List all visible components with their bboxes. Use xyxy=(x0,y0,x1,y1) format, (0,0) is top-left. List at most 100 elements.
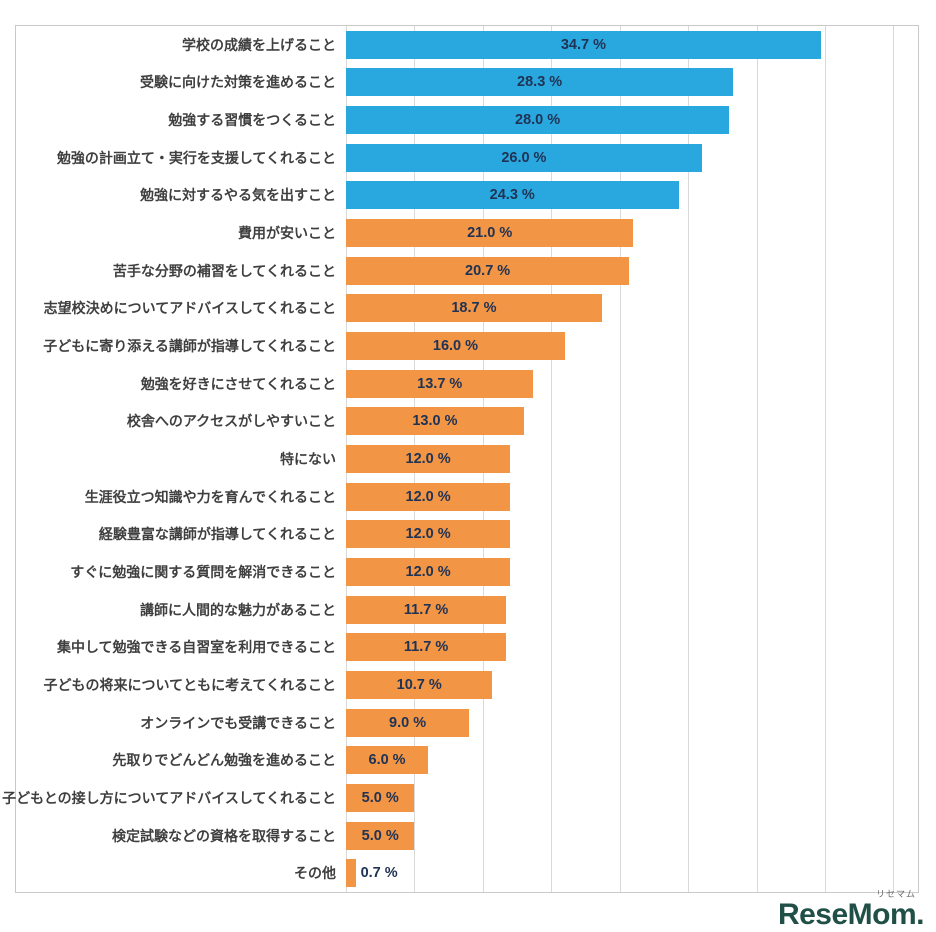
chart-row: 集中して勉強できる自習室を利用できること 11.7 % xyxy=(16,629,918,667)
bar-area: 5.0 % xyxy=(346,817,918,855)
bar-value-label: 12.0 % xyxy=(405,451,451,468)
bar-area: 16.0 % xyxy=(346,327,918,365)
bar xyxy=(346,595,507,624)
bar-value-label: 34.7 % xyxy=(560,36,606,53)
bar-area: 18.7 % xyxy=(346,290,918,328)
bar-area: 0.7 % xyxy=(346,854,918,892)
bar xyxy=(346,294,602,323)
category-label: 勉強を好きにさせてくれること xyxy=(140,375,336,392)
logo-text: ReseMom. xyxy=(777,898,925,931)
bar-area: 13.0 % xyxy=(346,403,918,441)
bar xyxy=(346,859,356,888)
bar-value-label: 12.0 % xyxy=(405,526,451,543)
bar xyxy=(346,219,634,248)
chart-row: オンラインでも受講できること 9.0 % xyxy=(16,704,918,742)
bar-value-label: 11.7 % xyxy=(403,601,449,618)
category-label: その他 xyxy=(294,865,336,882)
category-label: 生涯役立つ知識や力を育んでくれること xyxy=(84,488,336,505)
bar-chart: 学校の成績を上げること 34.7 % 受験に向けた対策を進めること 28.3 % 勉強す… xyxy=(2,25,919,893)
category-label: オンラインでも受講できること xyxy=(140,714,336,731)
chart-row: 勉強する習慣をつくること 28.0 % xyxy=(16,101,918,139)
bar xyxy=(346,783,415,812)
category-label: 子どもの将来についてともに考えてくれること xyxy=(43,676,336,693)
bar xyxy=(346,670,493,699)
chart-row: 経験豊富な講師が指導してくれること 12.0 % xyxy=(16,516,918,554)
chart-row: 勉強の計画立て・実行を支援してくれること 26.0 % xyxy=(16,139,918,177)
resemom-logo: リセマム ReseMom. xyxy=(777,889,925,931)
bar-value-label: 5.0 % xyxy=(361,789,399,806)
bar-area: 12.0 % xyxy=(346,553,918,591)
chart-row: 勉強を好きにさせてくれること 13.7 % xyxy=(16,365,918,403)
bar xyxy=(346,143,702,172)
category-label: 集中して勉強できる自習室を利用できること xyxy=(56,639,336,656)
bar xyxy=(346,30,821,59)
chart-row: 子どもとの接し方についてアドバイスしてくれること 5.0 % xyxy=(2,779,918,817)
bar-value-label: 0.7 % xyxy=(360,865,398,882)
chart-row: 学校の成績を上げること 34.7 % xyxy=(16,26,918,64)
category-label: 子どもとの接し方についてアドバイスしてくれること xyxy=(2,789,336,806)
category-label: 費用が安いこと xyxy=(238,225,336,242)
bar-area: 6.0 % xyxy=(346,741,918,779)
bar xyxy=(346,369,534,398)
chart-row: 子どもに寄り添える講師が指導してくれること 16.0 % xyxy=(16,327,918,365)
bar-area: 9.0 % xyxy=(346,704,918,742)
bar-area: 11.7 % xyxy=(346,629,918,667)
bar xyxy=(346,332,565,361)
bar xyxy=(346,68,734,97)
bar-value-label: 21.0 % xyxy=(467,225,513,242)
bar-value-label: 16.0 % xyxy=(432,338,479,355)
bar-value-label: 28.0 % xyxy=(515,112,561,129)
chart-row: 講師に人間的な魅力があること 11.7 % xyxy=(16,591,918,629)
category-label: 特にない xyxy=(280,451,336,468)
chart-row: 志望校決めについてアドバイスしてくれること 18.7 % xyxy=(16,290,918,328)
chart-row: 特にない 12.0 % xyxy=(16,440,918,478)
chart-row: 苦手な分野の補習をしてくれること 20.7 % xyxy=(16,252,918,290)
chart-row: その他 0.7 % xyxy=(16,854,918,892)
category-label: 勉強する習慣をつくること xyxy=(168,112,336,129)
bar xyxy=(346,181,679,210)
bar-area: 11.7 % xyxy=(346,591,918,629)
bar-area: 10.7 % xyxy=(346,666,918,704)
bar-area: 24.3 % xyxy=(346,177,918,215)
bar-value-label: 13.7 % xyxy=(417,375,463,392)
category-label: 経験豊富な講師が指導してくれること xyxy=(98,526,336,543)
bar-value-label: 24.3 % xyxy=(489,187,535,204)
category-label: 受験に向けた対策を進めること xyxy=(140,74,336,91)
category-label: 志望校決めについてアドバイスしてくれること xyxy=(43,300,336,317)
bar-area: 13.7 % xyxy=(346,365,918,403)
category-label: 検定試験などの資格を取得すること xyxy=(112,827,336,844)
bar-area: 5.0 % xyxy=(346,779,918,817)
bar xyxy=(346,407,524,436)
bar-area: 26.0 % xyxy=(346,139,918,177)
bar-value-label: 20.7 % xyxy=(465,262,511,279)
chart-row: 校舎へのアクセスがしやすいこと 13.0 % xyxy=(16,403,918,441)
bar-value-label: 11.7 % xyxy=(403,639,449,656)
category-label: 校舎へのアクセスがしやすいこと xyxy=(126,413,336,430)
bar-value-label: 10.7 % xyxy=(396,676,442,693)
bar-area: 21.0 % xyxy=(346,214,918,252)
chart-row: すぐに勉強に関する質問を解消できること 12.0 % xyxy=(16,553,918,591)
bar-value-label: 5.0 % xyxy=(361,827,399,844)
bar xyxy=(346,106,730,135)
chart-row: 生涯役立つ知識や力を育んでくれること 12.0 % xyxy=(16,478,918,516)
bar xyxy=(346,821,415,850)
chart-row: 先取りでどんどん勉強を進めること 6.0 % xyxy=(16,741,918,779)
bar xyxy=(346,256,630,285)
bar-area: 28.3 % xyxy=(346,64,918,102)
bar-area: 12.0 % xyxy=(346,440,918,478)
chart-row: 費用が安いこと 21.0 % xyxy=(16,214,918,252)
category-label: 学校の成績を上げること xyxy=(182,36,336,53)
category-label: 子どもに寄り添える講師が指導してくれること xyxy=(43,338,336,355)
bar xyxy=(346,708,470,737)
bar-value-label: 6.0 % xyxy=(368,752,406,769)
category-label: 先取りでどんどん勉強を進めること xyxy=(112,752,336,769)
chart-rows: 学校の成績を上げること 34.7 % 受験に向けた対策を進めること 28.3 % 勉強す… xyxy=(2,26,918,892)
bar xyxy=(346,633,507,662)
bar-area: 20.7 % xyxy=(346,252,918,290)
bar-value-label: 13.0 % xyxy=(412,413,458,430)
bar-value-label: 12.0 % xyxy=(405,488,451,505)
chart-row: 勉強に対するやる気を出すこと 24.3 % xyxy=(16,177,918,215)
logo-ruby-text: リセマム xyxy=(875,889,916,899)
category-label: 勉強の計画立て・実行を支援してくれること xyxy=(56,149,336,166)
bar-area: 12.0 % xyxy=(346,478,918,516)
